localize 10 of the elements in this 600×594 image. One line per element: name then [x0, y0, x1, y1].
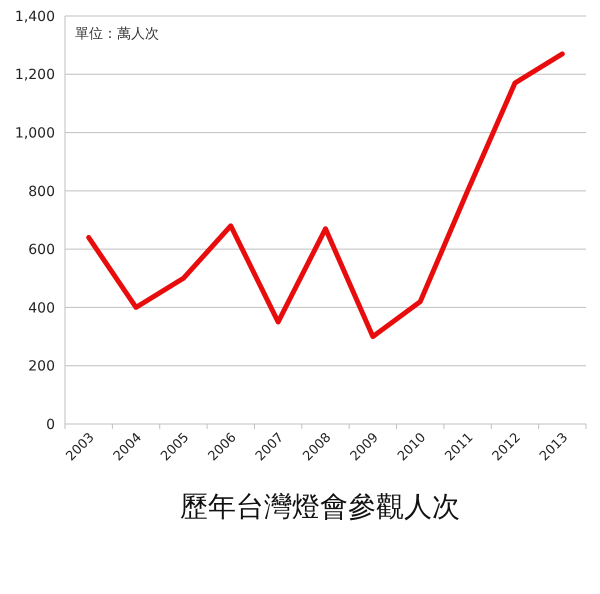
y-tick-label: 1,200 [14, 67, 55, 84]
y-tick-label: 200 [28, 358, 55, 375]
y-tick-label: 0 [46, 416, 55, 433]
annotation: 單位：萬人次 [75, 26, 159, 42]
text: 歷年台灣燈會參觀人次 [180, 490, 460, 523]
y-tick-label: 1,400 [14, 8, 55, 25]
y-tick-label: 800 [28, 184, 55, 200]
y-tick-label: 400 [28, 300, 55, 316]
y-tick-label: 600 [28, 242, 55, 258]
y-tick-label: 1,000 [14, 125, 55, 142]
